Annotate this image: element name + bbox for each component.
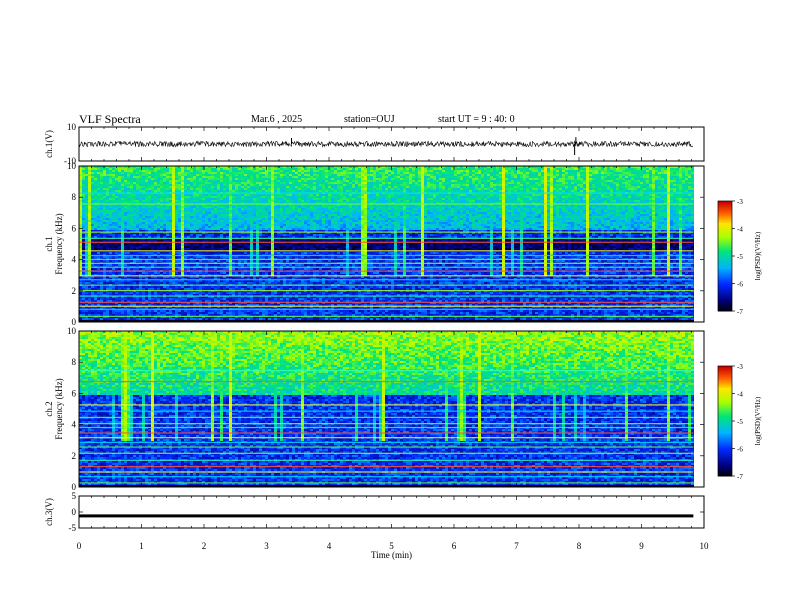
freq-line [79,404,694,406]
freq-line [79,284,694,286]
y-tick-label: 5 [72,491,77,501]
chart-title: VLF Spectra [79,112,141,127]
colorbar-label: log(PSD)(V²/Hz) [754,231,762,280]
y-tick-label: 6 [72,223,77,233]
colorbar-tick-label: -5 [737,253,743,261]
x-tick-label: 3 [264,541,269,551]
y-tick-label: 2 [72,451,77,461]
freq-line [79,231,694,233]
freq-line [79,482,694,484]
date-label: Mar.6 , 2025 [251,114,302,125]
x-tick-label: 9 [639,541,644,551]
x-tick-label: 5 [389,541,394,551]
freq-line [79,476,694,478]
colorbar-tick-label: -3 [737,198,743,206]
freq-line [79,446,694,448]
y-tick-label: 2 [72,286,77,296]
y-tick-label: 4 [72,420,77,430]
freq-line [79,426,694,429]
y-tick-label: 0 [72,507,77,517]
y-tick-label: 8 [72,357,77,367]
x-tick-label: 1 [139,541,144,551]
colorbar-tick-label: -4 [737,226,743,234]
x-tick-label: 2 [202,541,207,551]
colorbar-ch1-spectrogram [717,200,735,312]
y-axis-label: ch.1(V) [44,130,54,158]
y-tick-label: 0 [72,317,77,327]
freq-line [79,192,694,194]
ch1-waveform-trace [78,140,694,148]
colorbar-tick-label: -6 [737,446,743,454]
freq-line [79,301,694,303]
freq-line [79,437,694,439]
y-tick-label: -10 [64,156,76,166]
freq-line [79,410,694,412]
y-tick-label: 10 [67,161,77,171]
freq-line [79,290,694,292]
freq-line [79,203,694,205]
freq-line [79,308,694,310]
freq-line [79,241,694,243]
freq-line [79,295,694,297]
start-time-label: start UT = 9 : 40: 0 [438,114,515,125]
freq-line [79,266,694,268]
freq-line [79,258,694,261]
freq-line [79,432,694,434]
station-label: station=OUJ [344,114,395,125]
x-tick-label: 4 [327,541,332,551]
freq-line [79,471,694,473]
x-tick-label: 10 [700,541,710,551]
freq-line [79,305,694,307]
freq-line [79,270,694,272]
y-axis-label: Frequency (kHz) [54,213,64,274]
colorbar-label: log(PSD)(V²/Hz) [754,396,762,445]
freq-line [79,254,694,257]
colorbar-tick-label: -7 [737,473,743,481]
y-axis-label: ch.1 [44,236,54,251]
colorbar-tick-label: -5 [737,418,743,426]
freq-line [79,441,694,443]
freq-line [79,423,694,425]
freq-line [79,416,694,418]
y-axis-label: ch.3(V) [44,498,54,526]
freq-line [79,380,694,383]
x-tick-label: 7 [514,541,519,551]
freq-line [79,262,694,264]
colorbar-tick-label: -7 [737,308,743,316]
x-tick-label: 6 [452,541,457,551]
freq-line [79,465,694,468]
ch3-waveform-trace [79,514,694,518]
colorbar-tick-label: -6 [737,281,743,289]
colorbar-tick-label: -4 [737,391,743,399]
freq-line [79,250,694,252]
spectrogram-ch1-spectrogram [78,165,705,323]
freq-line [79,275,694,277]
spectrogram-ch2-spectrogram [78,330,705,488]
freq-line [79,370,694,372]
freq-line [79,315,694,317]
x-axis-label: Time (min) [371,550,412,560]
y-tick-label: 10 [67,326,77,336]
freq-line [79,452,694,454]
freq-line [79,237,694,239]
y-tick-label: 6 [72,388,77,398]
y-axis-label: Frequency (kHz) [54,378,64,439]
y-tick-label: 8 [72,192,77,202]
ch3-frame [78,495,705,529]
freq-line [79,279,694,281]
y-tick-label: 4 [72,255,77,265]
y-tick-label: 0 [72,482,77,492]
x-tick-label: 8 [577,541,582,551]
y-axis-label: ch.2 [44,401,54,416]
y-tick-label: 10 [67,122,77,132]
freq-line [79,459,694,461]
x-tick-label: 0 [77,541,82,551]
y-tick-label: -5 [69,523,77,533]
colorbar-ch2-spectrogram [717,365,735,477]
colorbar-tick-label: -3 [737,363,743,371]
